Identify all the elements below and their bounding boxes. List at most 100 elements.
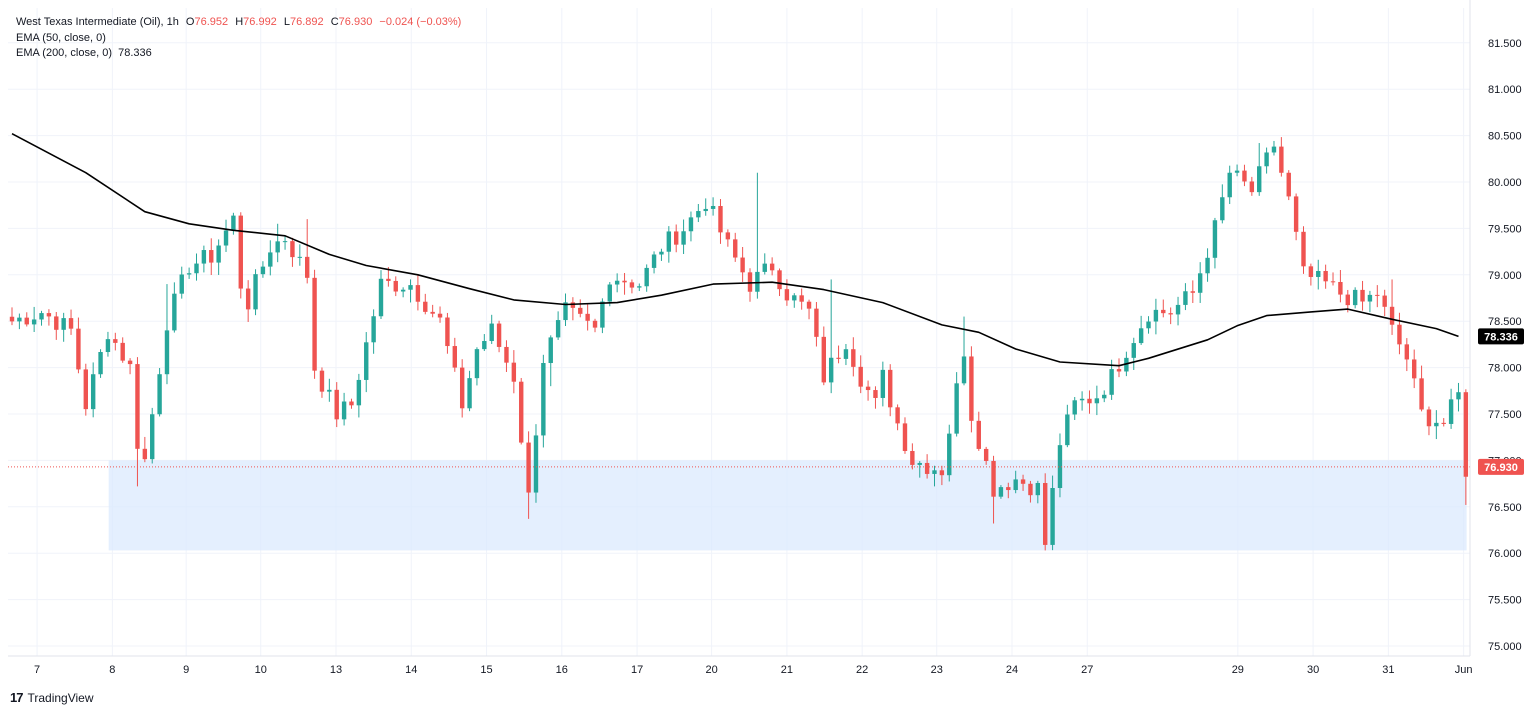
candle-body xyxy=(541,363,546,436)
candle-body xyxy=(784,289,790,301)
candle-body xyxy=(90,374,96,410)
ema200-value: 78.336 xyxy=(118,47,152,59)
candle-body xyxy=(186,273,192,275)
time-tick-label: 8 xyxy=(109,664,115,676)
candle-body xyxy=(393,280,398,292)
candle-body xyxy=(902,423,908,451)
candle-body xyxy=(1138,328,1144,344)
candle-body xyxy=(1035,483,1041,496)
candle-body xyxy=(578,307,583,314)
candle-body xyxy=(1079,398,1085,401)
candle-body xyxy=(954,383,959,434)
candle-body xyxy=(961,356,967,384)
candle-body xyxy=(570,302,576,308)
candle-body xyxy=(209,250,214,263)
candle-body xyxy=(851,349,856,367)
candle-body xyxy=(1146,321,1151,329)
candle-body xyxy=(991,460,996,497)
candle-body xyxy=(917,462,922,465)
candle-body xyxy=(54,316,59,330)
time-tick-label: 21 xyxy=(781,664,793,676)
candle-body xyxy=(253,274,258,310)
low-label: L xyxy=(283,16,290,28)
candle-body xyxy=(1293,196,1299,232)
time-tick-label: 17 xyxy=(631,664,643,676)
candle-body xyxy=(238,215,243,289)
time-axis[interactable]: 7 8 9 10 13 14 15 16 17 20 21 22 23 24 27 29 30 31 Jun xyxy=(8,655,1473,676)
candle-body xyxy=(733,239,738,258)
candle-body xyxy=(799,295,804,302)
candle-body xyxy=(172,293,177,331)
candle-body xyxy=(260,266,266,275)
support-zone xyxy=(108,460,1467,551)
candle-body xyxy=(651,254,657,268)
candle-body xyxy=(998,487,1004,497)
candle-body xyxy=(888,369,893,408)
candle-body xyxy=(164,330,170,375)
candle-body xyxy=(1242,170,1247,182)
candle-body xyxy=(1323,270,1328,282)
candle-body xyxy=(201,250,207,264)
candle-body xyxy=(1109,369,1114,395)
price-axis[interactable]: 75.00075.50076.00076.50077.00077.50078.0… xyxy=(1469,0,1522,656)
candle-body xyxy=(828,357,834,383)
candle-body xyxy=(836,357,841,359)
candle-body xyxy=(747,272,753,292)
candle-body xyxy=(364,342,369,380)
price-tick-label: 78.500 xyxy=(1488,316,1522,328)
candle-body xyxy=(1168,313,1173,315)
candle-body xyxy=(334,389,339,420)
candle-body xyxy=(983,448,989,461)
tradingview-logo-icon: 17 xyxy=(10,690,24,705)
candle-body xyxy=(614,280,620,285)
candle-body xyxy=(341,401,347,420)
candle-body xyxy=(39,313,44,320)
candle-body xyxy=(76,328,81,370)
candle-body xyxy=(1161,309,1166,314)
candle-body xyxy=(1397,324,1402,345)
time-tick-label: 23 xyxy=(931,664,943,676)
candle-body xyxy=(555,320,561,338)
candle-body xyxy=(1448,399,1454,424)
candle-body xyxy=(68,318,74,329)
symbol-name[interactable]: West Texas Intermediate (Oil) xyxy=(16,16,161,28)
candle-body xyxy=(1065,414,1070,446)
legend-ema50-row[interactable]: EMA (50, close, 0) xyxy=(16,31,461,47)
candle-body xyxy=(1316,270,1321,277)
candle-body xyxy=(1183,291,1188,305)
candle-body xyxy=(526,442,531,493)
grid-lines xyxy=(8,8,1470,656)
candle-body xyxy=(622,280,627,283)
high-label: H xyxy=(235,16,244,28)
price-tick-label: 79.500 xyxy=(1488,223,1522,235)
candle-body xyxy=(105,339,111,353)
tradingview-brand[interactable]: 17 TradingView xyxy=(10,690,94,705)
price-tick-label: 81.000 xyxy=(1488,84,1522,96)
candle-body xyxy=(519,381,524,443)
timeframe-label[interactable]: 1h xyxy=(166,16,179,28)
candle-body xyxy=(1057,445,1063,489)
candle-body xyxy=(710,206,716,209)
candle-body xyxy=(821,336,826,383)
legend-ohlc-row: West Texas Intermediate (Oil), 1h O76.95… xyxy=(16,16,462,28)
price-tick-label: 77.500 xyxy=(1488,409,1522,421)
candle-body xyxy=(1175,304,1181,315)
ema-layer xyxy=(11,132,1459,367)
candle-body xyxy=(46,313,52,317)
candle-body xyxy=(482,341,487,350)
candle-body xyxy=(378,278,384,317)
candle-body xyxy=(969,356,974,421)
candle-body xyxy=(592,320,598,328)
legend-ema200-row[interactable]: EMA (200, close, 0) 78.336 xyxy=(16,46,461,62)
candle-body xyxy=(1013,479,1018,491)
price-tick-label: 79.000 xyxy=(1488,270,1522,282)
candle-body xyxy=(976,420,981,449)
candle-body xyxy=(1441,422,1446,424)
candle-body xyxy=(1279,146,1284,173)
price-tick-label: 75.500 xyxy=(1488,595,1522,607)
change-value: −0.024 (−0.03%) xyxy=(379,16,462,28)
candle-body xyxy=(282,241,288,243)
candle-body xyxy=(688,217,694,232)
